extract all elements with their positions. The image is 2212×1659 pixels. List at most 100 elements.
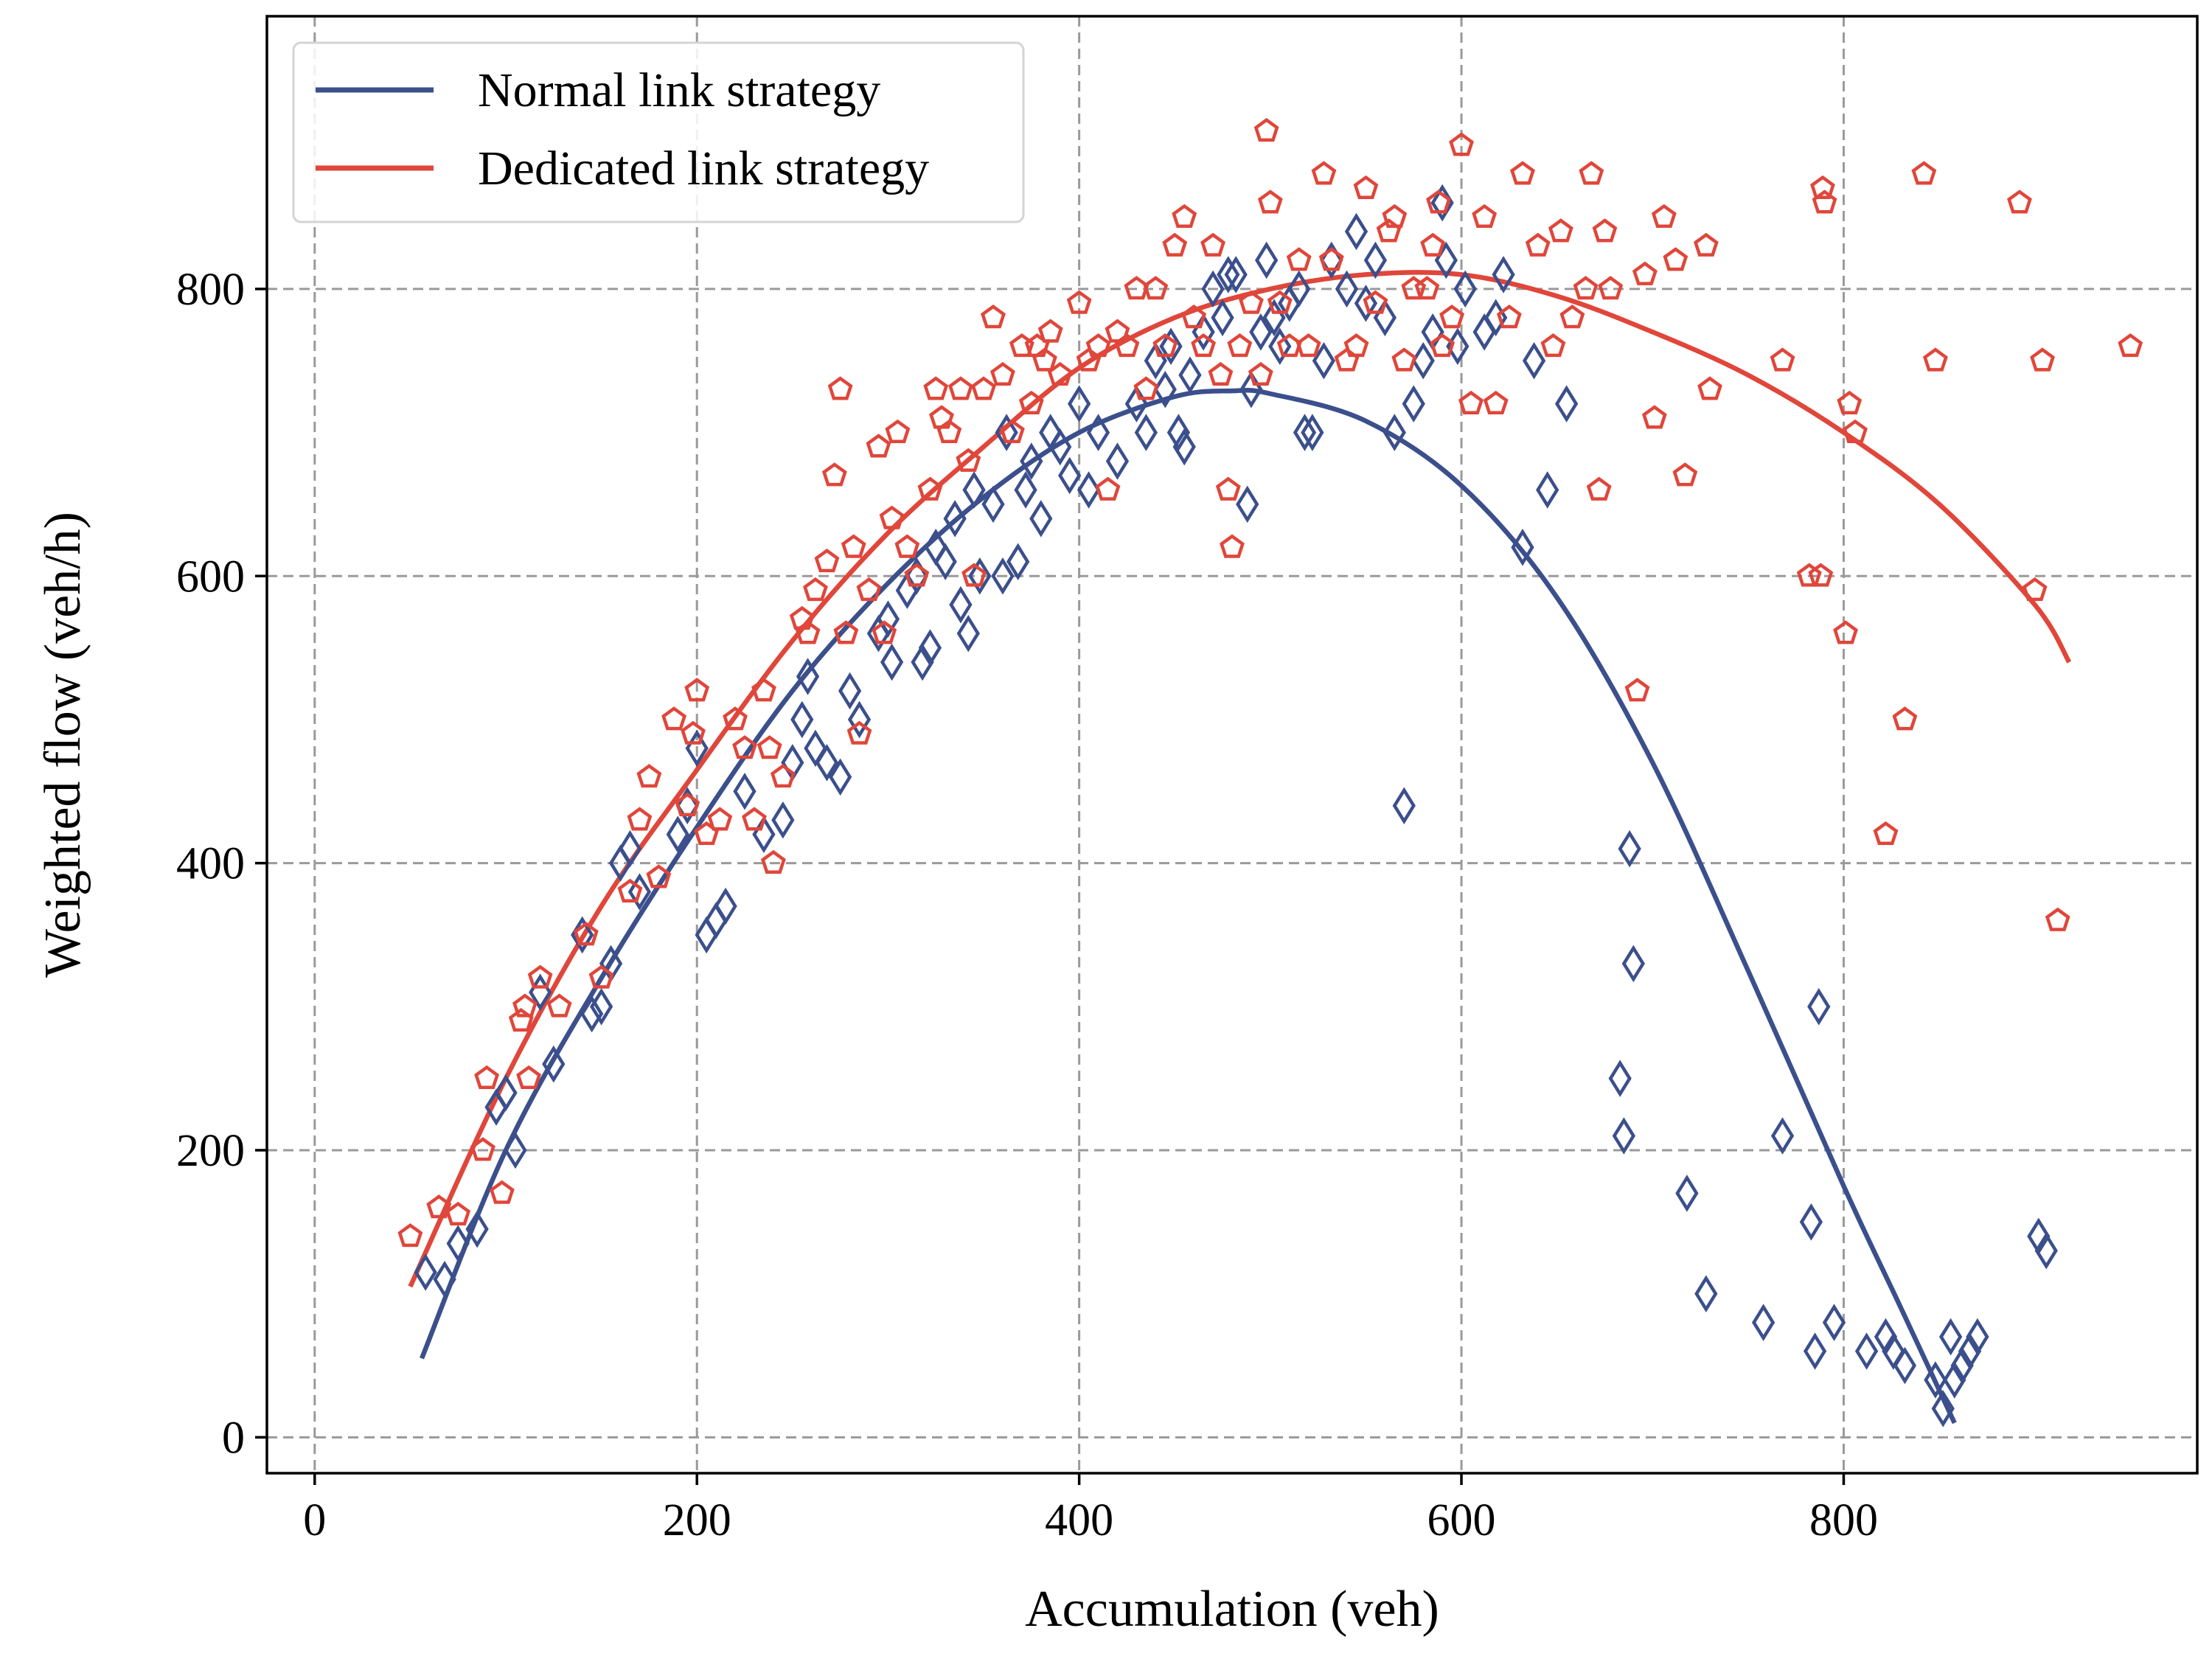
marker-normal [1178, 356, 1202, 394]
marker-dedicated [879, 505, 905, 529]
marker-dedicated [1458, 390, 1484, 415]
marker-dedicated [1181, 305, 1207, 329]
marker-normal [1799, 1203, 1823, 1241]
marker-normal [1492, 256, 1515, 293]
marker-dedicated [1892, 706, 1918, 731]
marker-normal [847, 700, 872, 739]
marker-dedicated [489, 1180, 515, 1204]
marker-dedicated [1047, 361, 1073, 386]
marker-dedicated [1353, 175, 1379, 200]
marker-dedicated [1624, 678, 1650, 702]
marker-normal [1822, 1304, 1846, 1341]
marker-dedicated [636, 764, 662, 788]
axis-ticks: 0 200 400 600 800 0 200 400 600 800 [176, 265, 1878, 1545]
marker-normal [1020, 442, 1043, 480]
marker-dedicated [1483, 390, 1509, 415]
y-tick-label: 200 [176, 1126, 245, 1176]
marker-dedicated [1172, 204, 1197, 228]
marker-dedicated [894, 534, 920, 558]
marker-dedicated [742, 807, 767, 831]
marker-dedicated [1257, 189, 1283, 214]
marker-normal [1411, 341, 1435, 380]
marker-normal [981, 485, 1005, 524]
marker-dedicated [1663, 247, 1688, 271]
x-tick-label: 800 [1809, 1495, 1878, 1545]
marker-dedicated [1133, 376, 1159, 400]
marker-normal [1354, 285, 1378, 322]
marker-dedicated [872, 620, 897, 644]
marker-normal [828, 758, 852, 796]
marker-normal [1236, 485, 1259, 524]
marker-dedicated [904, 563, 930, 587]
marker-dedicated [1018, 390, 1044, 415]
marker-normal [968, 557, 992, 595]
marker-dedicated [948, 376, 973, 400]
marker-normal [1938, 1318, 1963, 1356]
marker-dedicated [573, 922, 599, 946]
marker-normal [1172, 428, 1196, 466]
marker-normal [580, 995, 604, 1033]
marker-normal [1293, 414, 1317, 451]
marker-dedicated [1200, 232, 1225, 257]
marker-dedicated [757, 735, 782, 759]
marker-normal [1287, 270, 1311, 308]
marker-dedicated [1295, 333, 1321, 358]
marker-dedicated [923, 376, 949, 400]
x-tick-label: 200 [663, 1495, 731, 1545]
marker-dedicated [1286, 247, 1312, 271]
marker-dedicated [1873, 821, 1899, 846]
marker-dedicated [707, 807, 733, 831]
marker-normal [1077, 471, 1101, 509]
marker-normal [1472, 313, 1496, 351]
marker-dedicated [833, 620, 859, 644]
marker-dedicated [675, 792, 700, 817]
marker-dedicated [1311, 161, 1337, 185]
marker-dedicated [1808, 563, 1834, 587]
marker-dedicated [1382, 204, 1408, 228]
marker-normal [1048, 428, 1072, 466]
marker-normal [1134, 414, 1158, 451]
marker-dedicated [1598, 276, 1624, 300]
marker-normal [1211, 299, 1234, 337]
marker-dedicated [990, 361, 1015, 386]
marker-normal [1770, 1117, 1795, 1155]
marker-dedicated [1114, 333, 1140, 358]
marker-dedicated [684, 678, 710, 702]
marker-dedicated [1343, 333, 1369, 358]
marker-normal [433, 1260, 456, 1298]
marker-dedicated [681, 720, 706, 745]
marker-normal [1086, 414, 1110, 451]
marker-dedicated [1693, 232, 1719, 257]
marker-normal [1363, 241, 1388, 279]
marker-normal [804, 729, 827, 768]
marker-dedicated [1472, 204, 1498, 228]
marker-normal [1484, 299, 1508, 337]
marker-normal [1608, 1060, 1632, 1097]
marker-dedicated [1334, 347, 1360, 372]
marker-dedicated [1215, 476, 1241, 501]
marker-normal [790, 700, 814, 739]
marker-normal [771, 801, 795, 839]
marker-dedicated [885, 419, 911, 443]
marker-normal [1618, 830, 1641, 868]
marker-dedicated [516, 1065, 542, 1090]
marker-normal [911, 643, 934, 681]
marker-dedicated [770, 764, 796, 788]
marker-normal [1312, 341, 1336, 380]
marker-normal [1344, 212, 1368, 251]
marker-dedicated [2045, 907, 2070, 931]
marker-normal [918, 629, 942, 667]
marker-dedicated [1573, 276, 1599, 300]
marker-normal [1854, 1332, 1879, 1370]
marker-normal [1958, 1332, 1982, 1370]
marker-dedicated [512, 993, 538, 1018]
marker-normal [695, 916, 718, 954]
marker-normal [494, 1074, 518, 1112]
marker-dedicated [2030, 347, 2055, 372]
marker-dedicated [2022, 577, 2048, 602]
marker-normal [962, 471, 986, 509]
x-axis-label: Accumulation (veh) [1025, 1581, 1439, 1638]
x-tick-label: 600 [1427, 1495, 1496, 1545]
marker-dedicated [929, 405, 954, 429]
marker-normal [627, 873, 652, 911]
